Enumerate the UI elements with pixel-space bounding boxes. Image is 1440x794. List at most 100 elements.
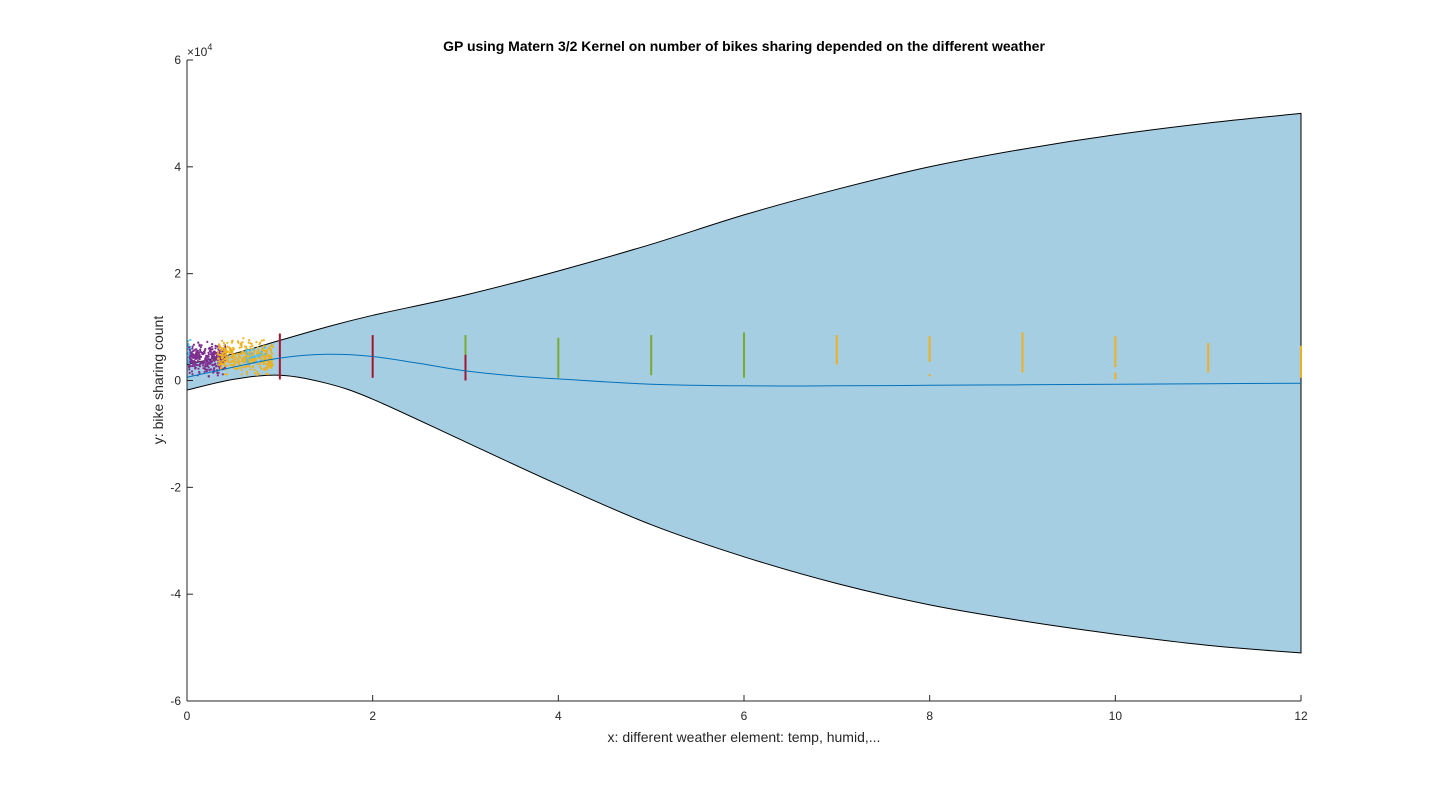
scatter-point <box>200 351 203 354</box>
x-axis-label: x: different weather element: temp, humi… <box>608 729 881 745</box>
scatter-point <box>200 344 203 347</box>
scatter-point <box>208 368 211 371</box>
scatter-point <box>223 357 226 361</box>
scatter-point <box>216 374 219 377</box>
plot-area <box>186 112 1302 654</box>
scatter-point <box>247 341 250 344</box>
scatter-point <box>204 347 207 351</box>
y-tick-label: 6 <box>174 53 181 67</box>
scatter-point <box>205 364 208 368</box>
scatter-point <box>227 356 230 360</box>
scatter-point <box>252 348 255 351</box>
scatter-point <box>201 352 204 355</box>
scatter-point <box>267 364 270 367</box>
scatter-point <box>217 360 220 363</box>
scatter-point <box>236 367 240 370</box>
scatter-point <box>225 351 228 354</box>
scatter-point <box>250 352 253 355</box>
scatter-point <box>265 368 268 371</box>
scatter-point <box>220 363 223 366</box>
scatter-point <box>245 345 248 348</box>
scatter-point <box>248 357 251 360</box>
scatter-point <box>266 365 269 368</box>
scatter-point <box>240 341 243 344</box>
y-exponent-power: 4 <box>207 42 212 52</box>
scatter-point <box>229 347 232 350</box>
scatter-point <box>246 365 249 368</box>
scatter-point <box>222 341 225 345</box>
scatter-point <box>240 373 243 376</box>
y-axis-label: y: bike sharing count <box>150 316 166 445</box>
y-tick-label: -2 <box>170 480 181 494</box>
scatter-point <box>188 346 191 349</box>
scatter-point <box>265 363 268 366</box>
scatter-point <box>198 344 201 347</box>
scatter-point <box>230 352 233 355</box>
scatter-point <box>226 364 229 367</box>
scatter-point <box>221 339 224 342</box>
scatter-point <box>263 361 266 364</box>
scatter-point <box>241 365 244 368</box>
scatter-point <box>263 346 266 349</box>
scatter-point <box>208 346 211 349</box>
scatter-point <box>221 359 224 362</box>
scatter-point <box>264 356 267 359</box>
x-tick-label: 6 <box>741 709 748 723</box>
scatter-point <box>260 367 263 370</box>
scatter-point <box>269 347 272 351</box>
scatter-point <box>239 366 242 369</box>
y-tick-label: -6 <box>170 694 181 708</box>
x-tick-label: 12 <box>1294 709 1308 723</box>
scatter-point <box>203 370 206 373</box>
scatter-point <box>197 341 200 344</box>
scatter-point <box>196 364 199 367</box>
scatter-point <box>223 364 227 367</box>
scatter-point <box>245 370 248 373</box>
scatter-point <box>188 368 191 371</box>
scatter-point <box>223 344 226 347</box>
scatter-point <box>214 347 217 350</box>
scatter-point <box>216 352 219 355</box>
scatter-point <box>253 372 256 375</box>
scatter-point <box>269 366 272 369</box>
scatter-point <box>251 355 254 359</box>
scatter-point <box>209 350 212 353</box>
scatter-point <box>256 350 259 354</box>
scatter-point <box>263 368 266 372</box>
scatter-point <box>199 362 202 365</box>
scatter-point <box>212 353 215 356</box>
scatter-point <box>262 339 265 342</box>
scatter-point <box>213 367 216 370</box>
scatter-point <box>266 373 269 376</box>
scatter-point <box>223 366 226 369</box>
x-tick-label: 0 <box>184 709 191 723</box>
scatter-point <box>262 353 265 356</box>
scatter-point <box>256 346 259 349</box>
scatter-point <box>190 370 194 373</box>
scatter-point <box>201 361 204 364</box>
scatter-point <box>246 373 249 376</box>
scatter-point <box>215 365 218 368</box>
y-tick-label: 4 <box>174 160 181 174</box>
scatter-point <box>269 349 272 352</box>
scatter-point <box>243 360 246 363</box>
scatter-cluster <box>216 337 275 377</box>
scatter-point <box>203 359 206 362</box>
x-tick-label: 10 <box>1109 709 1123 723</box>
scatter-point <box>242 337 245 340</box>
scatter-point <box>238 356 242 359</box>
scatter-point <box>262 355 265 358</box>
scatter-point <box>240 352 243 355</box>
scatter-point <box>210 368 213 371</box>
scatter-point <box>202 367 205 370</box>
scatter-point <box>261 348 264 351</box>
scatter-point <box>226 341 229 344</box>
scatter-point <box>189 338 192 341</box>
scatter-point <box>251 344 254 347</box>
confidence-band <box>186 112 1302 654</box>
scatter-point <box>223 360 226 363</box>
scatter-point <box>204 363 207 366</box>
scatter-point <box>217 343 221 346</box>
scatter-point <box>246 359 249 362</box>
